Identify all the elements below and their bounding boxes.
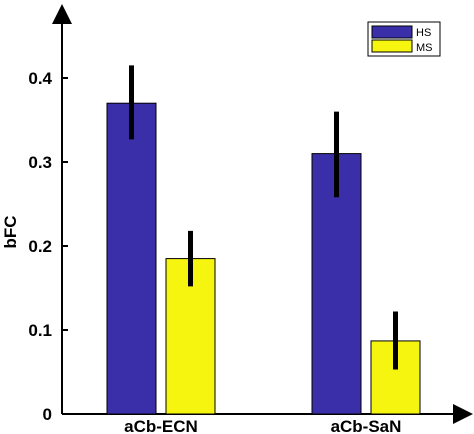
legend-swatch-ms [371, 39, 413, 53]
category-label: aCb-ECN [124, 417, 198, 434]
category-labels: aCb-ECN aCb-SaN [124, 417, 401, 434]
y-tick-label: 0 [43, 405, 52, 424]
y-tick-label: 0.4 [28, 69, 52, 88]
category-label: aCb-SaN [331, 417, 402, 434]
legend-swatch-hs [371, 25, 413, 39]
bar-hs-acb-ecn [106, 102, 157, 415]
y-tick-label: 0.3 [28, 153, 52, 172]
error-bars [129, 65, 398, 370]
y-tick-label: 0.1 [28, 321, 52, 340]
y-tick-label: 0.2 [28, 237, 52, 256]
legend-label-hs: HS [416, 27, 431, 39]
y-axis-label: bFC [1, 215, 20, 248]
y-ticks: 0 0.1 0.2 0.3 0.4 [28, 69, 68, 424]
legend-label-ms: MS [416, 42, 433, 54]
bars [106, 102, 421, 415]
legend: HS MS [367, 21, 441, 57]
